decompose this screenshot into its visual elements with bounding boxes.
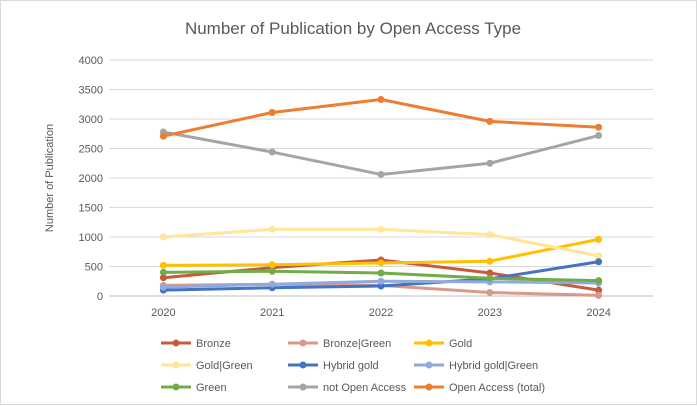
legend-label: Hybrid gold bbox=[323, 360, 379, 372]
legend-label: not Open Access bbox=[323, 382, 407, 394]
data-point bbox=[159, 283, 167, 291]
legend-swatch-marker bbox=[299, 339, 307, 347]
data-point bbox=[268, 148, 276, 156]
data-point bbox=[377, 96, 385, 104]
series-lines bbox=[159, 96, 603, 299]
x-tick-label: 2021 bbox=[260, 307, 284, 319]
y-tick-label: 2500 bbox=[79, 144, 103, 156]
series-line bbox=[161, 130, 601, 176]
series-not-open-access bbox=[159, 128, 603, 178]
data-point bbox=[595, 123, 603, 131]
data-point bbox=[595, 286, 603, 294]
data-point bbox=[159, 261, 167, 269]
x-axis-ticks: 2020 2021 2022 2023 2024 bbox=[151, 307, 611, 319]
data-point bbox=[595, 277, 603, 285]
data-point bbox=[159, 233, 167, 241]
legend-item-green: Green bbox=[161, 382, 227, 394]
data-point bbox=[159, 132, 167, 140]
data-point bbox=[595, 252, 603, 260]
legend-swatch-marker bbox=[299, 383, 307, 391]
legend-item-bronze: Bronze bbox=[161, 338, 231, 350]
y-tick-label: 3000 bbox=[79, 114, 103, 126]
legend-label: Bronze|Green bbox=[323, 338, 391, 350]
data-point bbox=[486, 257, 494, 265]
x-tick-label: 2020 bbox=[151, 307, 175, 319]
y-axis-ticks: 0 500 1000 1500 2000 2500 3000 3500 4000 bbox=[79, 55, 103, 303]
legend-item-gold: Gold bbox=[414, 338, 472, 350]
data-point bbox=[268, 261, 276, 269]
series-line bbox=[161, 98, 601, 138]
data-point bbox=[595, 291, 603, 299]
data-point bbox=[377, 225, 385, 233]
data-point bbox=[595, 132, 603, 140]
legend-label: Open Access (total) bbox=[449, 382, 545, 394]
data-point bbox=[159, 274, 167, 282]
legend-label: Green bbox=[196, 382, 227, 394]
data-point bbox=[268, 267, 276, 275]
series-open-access-total bbox=[159, 96, 603, 140]
x-tick-label: 2023 bbox=[478, 307, 502, 319]
legend-swatch-marker bbox=[172, 383, 180, 391]
legend-swatch-marker bbox=[425, 339, 433, 347]
data-point bbox=[486, 288, 494, 296]
data-point bbox=[268, 225, 276, 233]
data-point bbox=[486, 159, 494, 167]
series-gold bbox=[159, 235, 603, 269]
legend-swatch-marker bbox=[172, 361, 180, 369]
legend-item-bronze-green: Bronze|Green bbox=[288, 338, 391, 350]
x-tick-label: 2022 bbox=[369, 307, 393, 319]
y-axis-label: Number of Publication bbox=[44, 124, 56, 232]
chart-title: Number of Publication by Open Access Typ… bbox=[185, 19, 521, 38]
legend-swatch-marker bbox=[299, 361, 307, 369]
data-point bbox=[377, 259, 385, 267]
legend: Bronze Bronze|Green Gold Gold|Green Hybrid g… bbox=[161, 338, 545, 394]
legend-item-hybrid-gold-green: Hybrid gold|Green bbox=[414, 360, 538, 372]
data-point bbox=[595, 258, 603, 266]
series-green bbox=[159, 267, 603, 285]
y-tick-label: 0 bbox=[97, 291, 103, 303]
legend-label: Bronze bbox=[196, 338, 231, 350]
data-point bbox=[377, 170, 385, 178]
data-point bbox=[486, 274, 494, 282]
y-tick-label: 4000 bbox=[79, 55, 103, 67]
data-point bbox=[486, 117, 494, 125]
data-point bbox=[486, 269, 494, 277]
data-point bbox=[486, 231, 494, 239]
data-point bbox=[595, 235, 603, 243]
legend-item-open-access-total: Open Access (total) bbox=[414, 382, 545, 394]
y-tick-label: 1500 bbox=[79, 203, 103, 215]
legend-label: Hybrid gold|Green bbox=[449, 360, 538, 372]
series-gold-green bbox=[159, 225, 603, 260]
data-point bbox=[377, 269, 385, 277]
legend-label: Gold|Green bbox=[196, 360, 253, 372]
y-tick-label: 500 bbox=[85, 262, 103, 274]
data-point bbox=[268, 109, 276, 117]
data-point bbox=[268, 280, 276, 288]
legend-label: Gold bbox=[449, 338, 472, 350]
data-point bbox=[377, 277, 385, 285]
y-tick-label: 2000 bbox=[79, 173, 103, 185]
data-point bbox=[159, 268, 167, 276]
x-tick-label: 2024 bbox=[586, 307, 610, 319]
legend-item-not-open-access: not Open Access bbox=[288, 382, 407, 394]
y-tick-label: 3500 bbox=[79, 85, 103, 97]
legend-swatch-marker bbox=[425, 361, 433, 369]
y-tick-label: 1000 bbox=[79, 232, 103, 244]
legend-swatch-marker bbox=[172, 339, 180, 347]
legend-item-hybrid-gold: Hybrid gold bbox=[288, 360, 379, 372]
legend-swatch-marker bbox=[425, 383, 433, 391]
legend-item-gold-green: Gold|Green bbox=[161, 360, 253, 372]
